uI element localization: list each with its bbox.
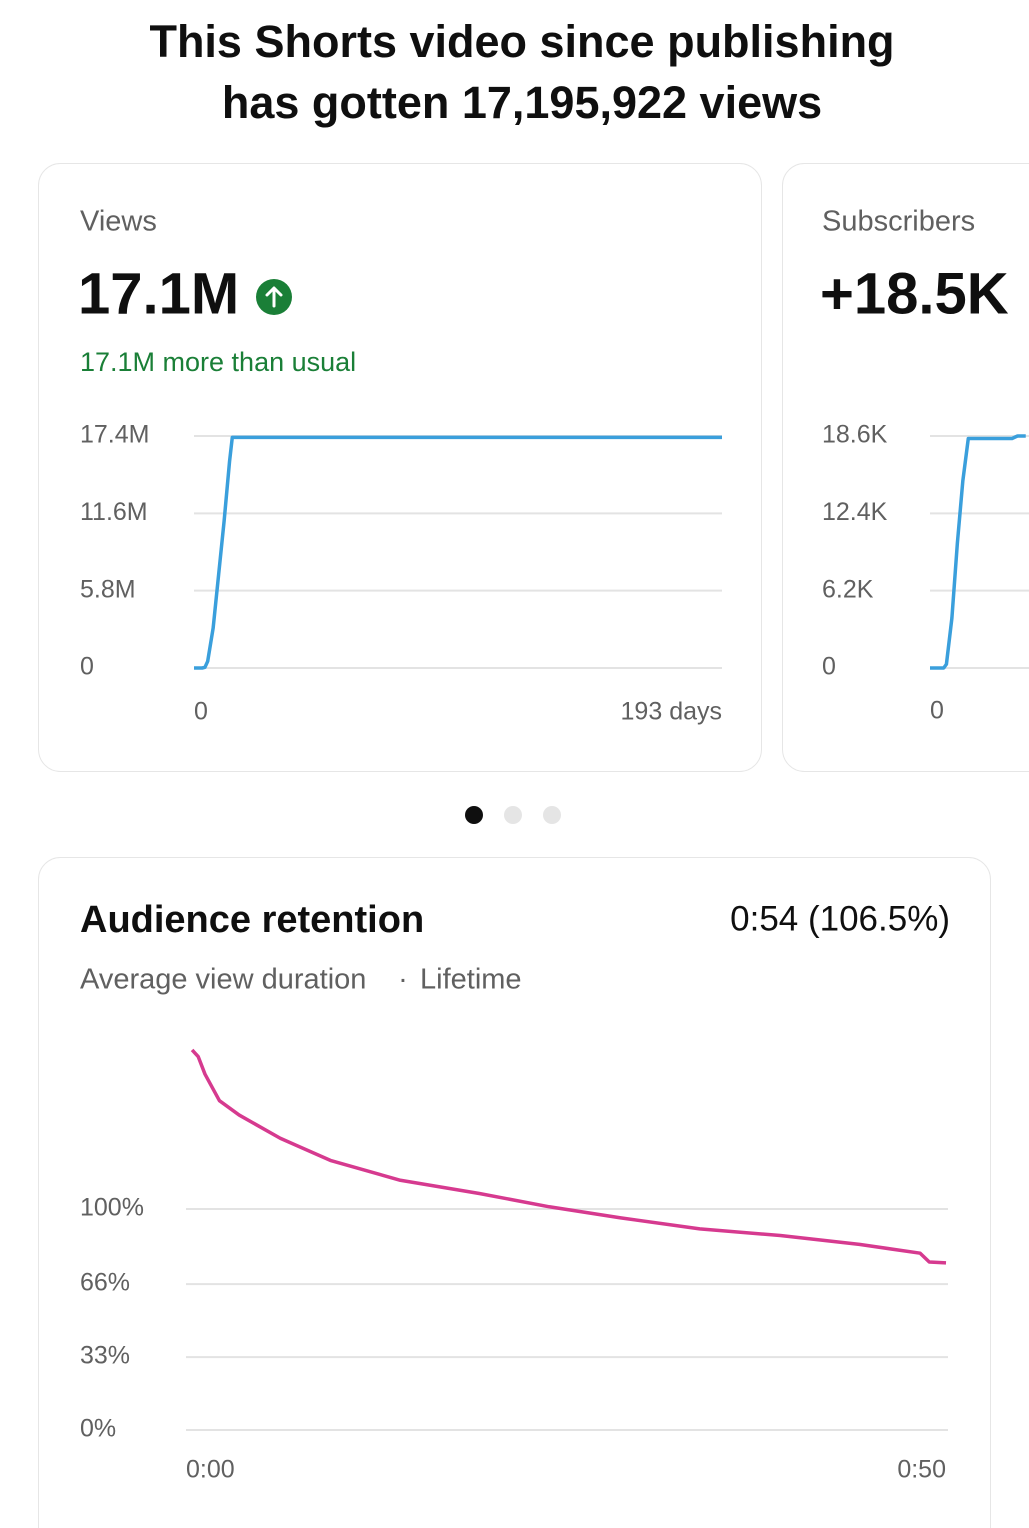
summary: 0:54 (106.5%) [730,899,950,938]
title-line: This Shorts video since publishing [149,16,894,67]
y-tick-label: 0 [80,653,94,681]
y-tick-label: 6.2K [822,575,874,603]
x-tick-label: 193 days [621,698,722,726]
card-title: Audience retention [80,899,424,941]
page-dot[interactable] [543,806,561,824]
data-line [190,1048,947,1265]
y-tick-label: 12.4K [822,498,888,526]
y-tick-label: 11.6M [80,498,148,526]
y-tick-label: 0% [80,1415,116,1443]
subtitle: Average view duration [80,964,366,996]
x-tick-label: 0:50 [897,1456,946,1484]
y-tick-label: 17.4M [80,421,149,449]
subscribers-card[interactable] [782,163,1029,772]
metric-value: 17.1M [78,261,239,326]
x-tick-label: 0:00 [186,1456,235,1484]
y-tick-label: 100% [80,1194,144,1222]
metric-value: +18.5K [820,261,1009,326]
y-tick-label: 0 [822,653,836,681]
data-line [194,435,722,670]
card-label: Subscribers [822,206,975,238]
x-tick-label: 0 [930,697,944,725]
page-dot[interactable] [504,806,522,824]
chart: 0 5.8M 11.6M 17.4M 0 193 days [80,421,722,726]
retention-card[interactable] [38,857,991,1528]
views-card[interactable] [38,163,762,772]
y-tick-label: 33% [80,1342,130,1370]
chart: 0 6.2K 12.4K 18.6K 0 [822,421,1029,725]
title-line: has gotten 17,195,922 views [222,77,822,128]
note: 17.1M more than usual [80,347,356,377]
y-tick-label: 66% [80,1269,130,1297]
data-line [930,434,1026,670]
y-tick-label: 18.6K [822,421,888,449]
x-tick-label: 0 [194,698,208,726]
pager [465,806,561,824]
up-icon [256,279,292,315]
page-dot[interactable] [465,806,483,824]
card-label: Views [80,206,157,238]
subtitle: Lifetime [420,964,522,996]
separator: · [398,964,408,996]
y-tick-label: 5.8M [80,575,136,603]
chart: 0% 33% 66% 100% 0:00 0:50 [80,1048,948,1484]
